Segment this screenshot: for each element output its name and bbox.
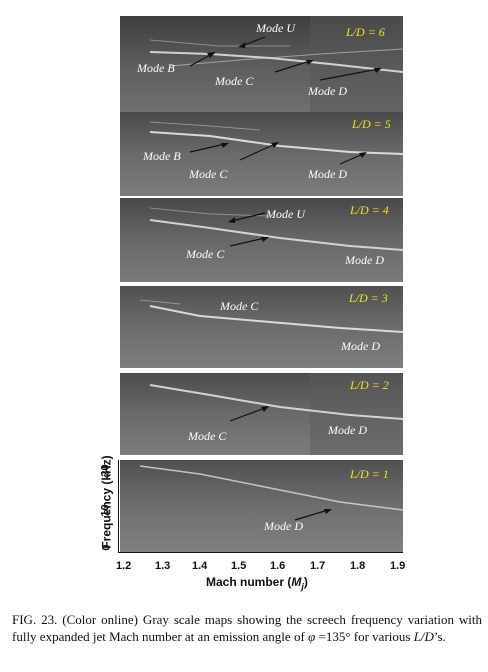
caption-tail: ’s. xyxy=(433,629,446,644)
ld-label: L/D = 1 xyxy=(350,467,389,481)
ld-label: L/D = 3 xyxy=(349,291,388,305)
spectrogram-ld-5 xyxy=(120,112,403,196)
figure: L/D = 6 Mode U Mode B Mode C Mode D L/D … xyxy=(99,16,406,591)
x-tick-label: 1.4 xyxy=(192,560,208,572)
x-tick-label: 1.7 xyxy=(310,560,326,572)
ld-label: L/D = 5 xyxy=(352,117,391,131)
panel-ld-2: L/D = 2 Mode C Mode D xyxy=(120,373,403,455)
mode-label: Mode B xyxy=(137,61,175,75)
figure-caption: FIG. 23. (Color online) Gray scale maps … xyxy=(12,611,482,645)
spectrogram-ld-6 xyxy=(120,16,403,112)
mode-label: Mode D xyxy=(308,84,347,98)
mode-label: Mode C xyxy=(188,429,227,443)
x-label-symbol: M xyxy=(291,575,302,589)
spectrogram-ld-1 xyxy=(120,460,403,552)
ld-label: L/D = 4 xyxy=(350,203,389,217)
panel-ld-5: L/D = 5 Mode B Mode C Mode D xyxy=(120,112,403,196)
caption-mid: =135° for various xyxy=(315,629,414,644)
panel-ld-6: L/D = 6 Mode U Mode B Mode C Mode D xyxy=(120,16,403,112)
ld-label: L/D = 6 xyxy=(346,25,385,39)
x-tick-label: 1.8 xyxy=(350,560,366,572)
y-axis-label: Frequency (kHz) xyxy=(99,455,114,549)
x-tick-label: 1.5 xyxy=(231,560,247,572)
x-axis-line xyxy=(118,552,403,553)
spectrogram-ld-4 xyxy=(120,198,403,282)
caption-lead: FIG. 23. (Color online) Gray scale maps … xyxy=(12,612,482,644)
panel-ld-3: L/D = 3 Mode C Mode D xyxy=(120,286,403,368)
spectrogram-ld-2 xyxy=(120,373,403,455)
x-tick-label: 1.2 xyxy=(116,560,132,572)
mode-label: Mode C xyxy=(189,167,228,181)
mode-label: Mode C xyxy=(186,247,225,261)
mode-label: Mode C xyxy=(220,299,259,313)
mode-label: Mode U xyxy=(266,207,305,221)
spectrogram-ld-3 xyxy=(120,286,403,368)
caption-ld: L/D xyxy=(413,629,434,644)
x-tick-label: 1.9 xyxy=(390,560,406,572)
mode-label: Mode D xyxy=(264,519,303,533)
mode-label: Mode D xyxy=(308,167,347,181)
mode-label: Mode D xyxy=(328,423,367,437)
mode-label: Mode B xyxy=(143,149,181,163)
panel-ld-4: L/D = 4 Mode U Mode C Mode D xyxy=(120,198,403,282)
x-axis-label: Mach number (Mj) xyxy=(206,575,308,591)
mode-label: Mode C xyxy=(215,74,254,88)
y-axis-line xyxy=(118,460,119,553)
mode-label: Mode U xyxy=(256,21,295,35)
x-label-prefix: Mach number ( xyxy=(206,575,292,589)
x-tick-label: 1.3 xyxy=(155,560,171,572)
mode-label: Mode D xyxy=(345,253,384,267)
x-label-sub: j xyxy=(301,581,304,592)
x-label-suffix: ) xyxy=(303,575,308,589)
x-tick-label: 1.6 xyxy=(270,560,286,572)
panel-ld-1: L/D = 1 Mode D xyxy=(120,460,403,552)
ld-label: L/D = 2 xyxy=(350,378,389,392)
mode-label: Mode D xyxy=(341,339,380,353)
caption-phi: φ xyxy=(308,629,316,644)
